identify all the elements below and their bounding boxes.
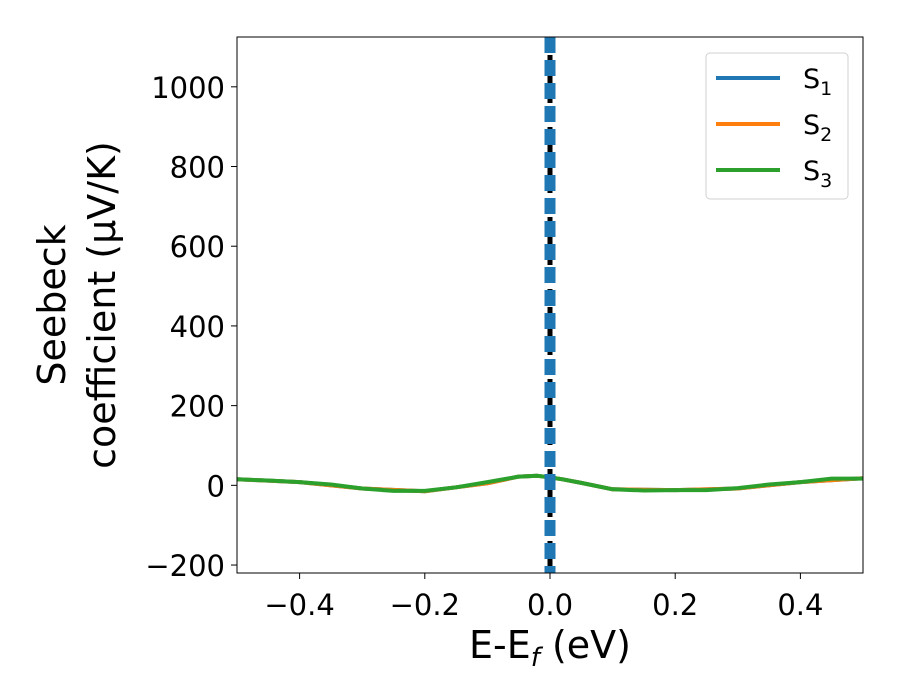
y-ticks: −200 0 200 400 600 800 1000 bbox=[145, 71, 237, 583]
legend-label-3: S3 bbox=[803, 156, 832, 192]
x-ticks: −0.4 −0.2 0.0 0.2 0.4 bbox=[264, 573, 823, 622]
x-tick-label: 0.4 bbox=[777, 588, 823, 622]
x-axis-label: E-Ef (eV) bbox=[469, 623, 631, 673]
legend: S1 S2 S3 bbox=[705, 52, 849, 200]
x-tick-label: 0.0 bbox=[527, 588, 573, 622]
x-tick-label: −0.2 bbox=[390, 588, 460, 622]
legend-label-2: S2 bbox=[803, 110, 832, 146]
y-tick-label: 800 bbox=[170, 151, 225, 185]
x-tick-label: 0.2 bbox=[652, 588, 698, 622]
y-axis-label-line2: coefficient (μV/K) bbox=[80, 141, 124, 469]
y-tick-label: 600 bbox=[170, 230, 225, 264]
y-tick-label: −200 bbox=[145, 549, 225, 583]
y-tick-label: 400 bbox=[170, 310, 225, 344]
legend-label-1: S1 bbox=[803, 64, 832, 100]
y-tick-label: 1000 bbox=[151, 71, 225, 105]
x-tick-label: −0.4 bbox=[264, 588, 334, 622]
y-tick-label: 0 bbox=[207, 469, 225, 503]
y-axis-label: Seebeck coefficient (μV/K) bbox=[30, 141, 124, 469]
y-axis-label-line1: Seebeck bbox=[30, 224, 74, 385]
legend-entries: S1 S2 S3 bbox=[716, 64, 832, 192]
y-tick-label: 200 bbox=[170, 390, 225, 424]
